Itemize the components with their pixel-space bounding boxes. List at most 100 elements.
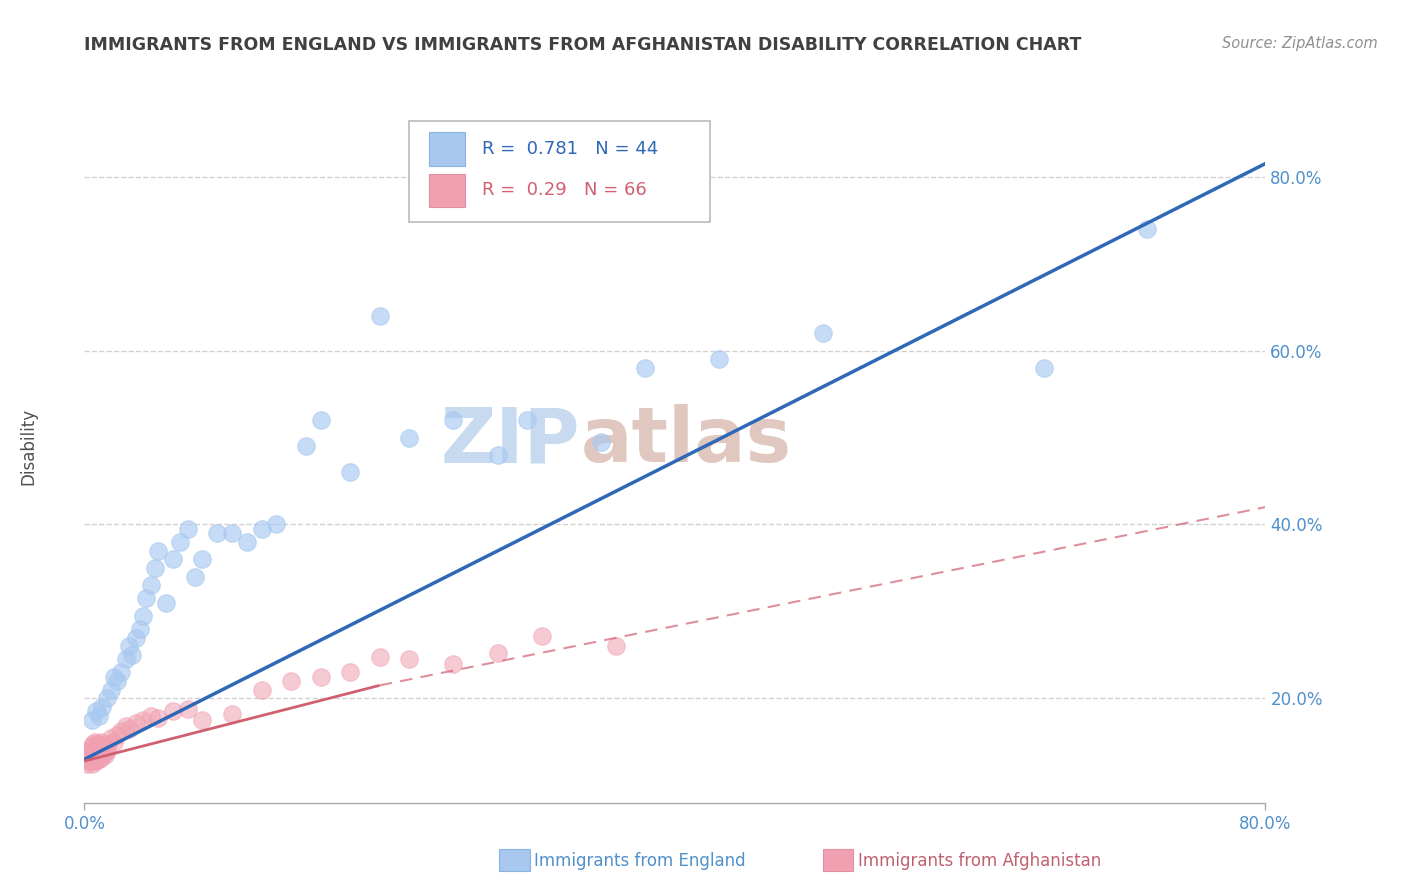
Point (118, 722, 141, 736)
Point (114, 719, 136, 733)
Point (339, 466, 361, 480)
Point (148, 710, 170, 724)
Point (1136, 222, 1159, 236)
Point (96, 691, 118, 706)
Point (83, 735, 105, 749)
Point (105, 674, 128, 689)
Point (80, 745, 103, 759)
Point (77, 745, 100, 759)
Bar (429, 174, 464, 207)
Point (125, 631, 148, 645)
Text: Immigrants from England: Immigrants from England (534, 852, 747, 870)
Point (591, 434, 613, 449)
Point (191, 552, 214, 566)
Text: Immigrants from Afghanistan: Immigrants from Afghanistan (858, 852, 1101, 870)
FancyBboxPatch shape (409, 121, 710, 222)
Point (110, 665, 132, 680)
Point (82, 754, 104, 768)
Point (295, 439, 318, 453)
Text: atlas: atlas (581, 404, 792, 478)
Point (177, 522, 200, 536)
Point (398, 652, 420, 666)
Point (125, 715, 148, 730)
Point (110, 724, 132, 739)
Point (139, 578, 162, 592)
Point (148, 543, 170, 558)
Text: ZIP: ZIP (441, 404, 581, 478)
Point (76, 756, 98, 771)
Point (103, 670, 125, 684)
Point (264, 517, 288, 532)
Point (530, 629, 553, 643)
Point (129, 622, 152, 636)
Point (76, 747, 98, 762)
Bar (429, 132, 464, 166)
Point (90, 750, 112, 764)
Point (486, 646, 509, 660)
Point (82, 737, 104, 751)
Point (93, 737, 115, 751)
Point (86, 744, 108, 758)
Point (605, 639, 627, 653)
Point (86, 750, 108, 764)
Point (339, 665, 361, 680)
Point (75, 752, 97, 766)
Point (91, 742, 114, 756)
Point (93, 745, 115, 759)
Point (87, 708, 111, 723)
Text: R =  0.29   N = 66: R = 0.29 N = 66 (482, 181, 647, 200)
Point (103, 735, 125, 749)
Point (221, 526, 243, 541)
Point (84, 739, 107, 754)
Point (143, 561, 166, 575)
Point (184, 570, 207, 584)
Point (398, 430, 420, 444)
Point (118, 639, 141, 653)
Point (87, 739, 111, 754)
Point (79, 744, 101, 758)
Point (94, 747, 117, 762)
Point (90, 744, 112, 758)
Point (250, 682, 273, 697)
Point (77, 754, 100, 768)
Point (309, 670, 332, 684)
Point (368, 309, 391, 323)
Point (80, 750, 103, 764)
Point (235, 534, 259, 549)
Point (114, 652, 136, 666)
Point (132, 608, 155, 623)
Point (97, 737, 120, 751)
Point (280, 674, 302, 689)
Point (162, 552, 184, 566)
Text: IMMIGRANTS FROM ENGLAND VS IMMIGRANTS FROM AFGHANISTAN DISABILITY CORRELATION CH: IMMIGRANTS FROM ENGLAND VS IMMIGRANTS FR… (84, 36, 1081, 54)
Point (83, 752, 105, 766)
Text: R =  0.781   N = 44: R = 0.781 N = 44 (482, 140, 658, 158)
Point (86, 737, 108, 751)
Point (486, 448, 509, 462)
Point (368, 649, 391, 664)
Point (441, 657, 464, 671)
Point (82, 747, 104, 762)
Point (87, 752, 111, 766)
Point (84, 705, 107, 719)
Point (83, 742, 105, 756)
Point (139, 708, 162, 723)
Point (96, 744, 118, 758)
Point (250, 522, 273, 536)
Point (83, 747, 105, 761)
Point (1032, 361, 1054, 376)
Point (105, 728, 128, 742)
Point (87, 745, 111, 759)
Text: Source: ZipAtlas.com: Source: ZipAtlas.com (1222, 36, 1378, 51)
Point (132, 713, 155, 727)
Point (84, 747, 107, 762)
Point (155, 596, 177, 610)
Point (94, 739, 117, 754)
Point (177, 702, 200, 716)
Point (100, 731, 122, 745)
Point (634, 361, 657, 376)
Point (121, 648, 143, 662)
Point (135, 591, 157, 606)
Point (162, 705, 184, 719)
Point (90, 735, 112, 749)
